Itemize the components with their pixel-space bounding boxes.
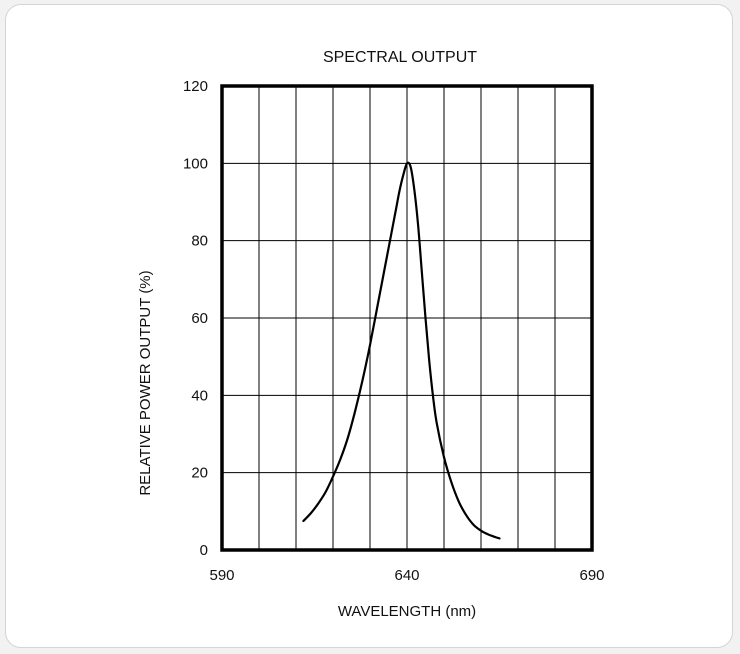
- x-tick-label-640: 640: [394, 567, 419, 584]
- y-tick-label-40: 40: [191, 387, 208, 404]
- x-tick-label-590: 590: [209, 567, 234, 584]
- y-tick-label-80: 80: [191, 233, 208, 250]
- y-tick-label-20: 20: [191, 465, 208, 482]
- x-axis-label: WAVELENGTH (nm): [338, 603, 476, 620]
- y-tick-label-0: 0: [200, 542, 208, 559]
- chart-title: SPECTRAL OUTPUT: [323, 49, 477, 66]
- tick-labels: 0 20 40 60 80 100 120 590 640 690: [183, 78, 605, 584]
- plot-frame: [220, 84, 594, 552]
- series-group: [302, 161, 501, 540]
- y-tick-label-100: 100: [183, 155, 208, 172]
- series-line-0: [302, 161, 501, 540]
- grid-lines: [222, 86, 592, 550]
- x-tick-label-690: 690: [579, 567, 604, 584]
- y-axis-label: RELATIVE POWER OUTPUT (%): [137, 270, 154, 495]
- chart-card: [5, 4, 733, 648]
- y-tick-label-60: 60: [191, 310, 208, 327]
- y-tick-label-120: 120: [183, 78, 208, 95]
